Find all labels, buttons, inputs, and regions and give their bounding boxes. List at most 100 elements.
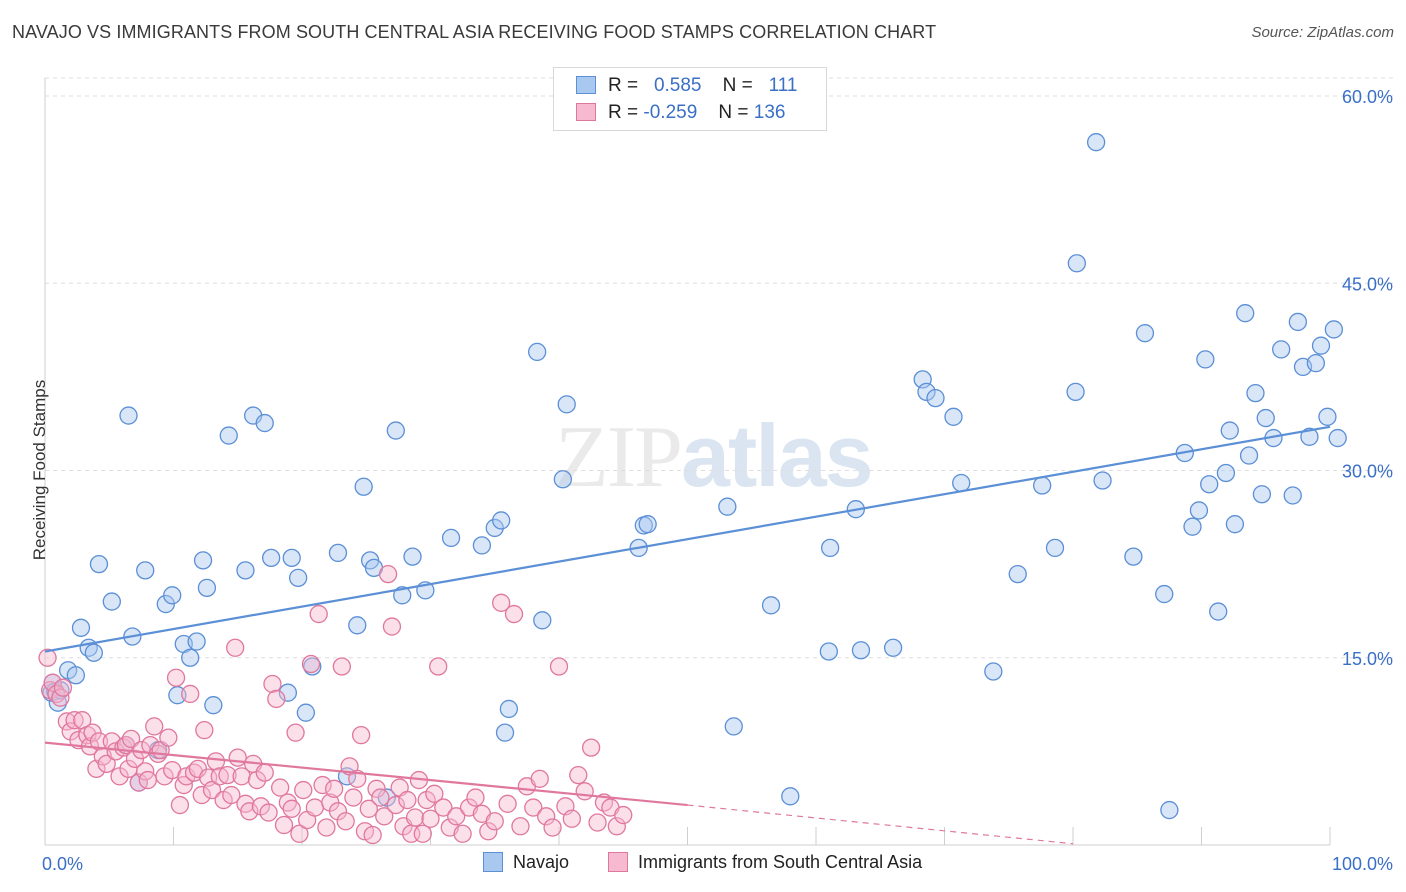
navajo-point [296, 703, 316, 722]
stats-box: R = 0.585 N = 111 R = -0.259 N = 136 [553, 67, 827, 131]
immigrants-point [43, 673, 62, 692]
navajo-point [181, 648, 200, 667]
immigrants-point [504, 604, 524, 624]
immigrants-point [367, 779, 386, 798]
immigrants-point [282, 799, 301, 818]
immigrants-point [363, 825, 382, 845]
immigrants-point [240, 802, 259, 821]
y-tick-label: 15.0% [1342, 649, 1393, 669]
navajo-point [1256, 408, 1275, 428]
immigrants-point [267, 689, 286, 709]
immigrants-point [226, 638, 245, 657]
immigrants-point [479, 822, 498, 841]
navajo-point [393, 586, 412, 605]
immigrants-point [290, 824, 309, 843]
navajo-point [1283, 486, 1302, 505]
stats-r-label: R = [608, 102, 639, 123]
stats-r-label: R = [608, 75, 639, 96]
navajo-point [1008, 564, 1027, 584]
navajo-point [1288, 312, 1308, 332]
navajo-point [1328, 428, 1347, 448]
navajo-point [820, 538, 840, 558]
immigrants-point [57, 712, 76, 731]
navajo-point [136, 561, 155, 580]
navajo-point [1246, 383, 1265, 403]
navajo-point [71, 618, 91, 637]
navajo-point [851, 641, 871, 660]
navajo-point [1124, 547, 1143, 566]
navajo-point [917, 382, 936, 402]
navajo-point [348, 616, 367, 635]
immigrants-point [309, 604, 328, 624]
navajo-point [193, 551, 213, 570]
immigrants-point [485, 812, 504, 831]
immigrants-point [274, 815, 294, 835]
immigrants-point [588, 813, 607, 832]
navajo-point [328, 543, 348, 563]
navajo-point [1086, 133, 1106, 152]
stats-row-navajo: R = 0.585 N = 111 [576, 75, 797, 101]
immigrants-point [378, 564, 398, 584]
navajo-point [236, 561, 255, 580]
navajo-point [724, 717, 743, 736]
immigrants-point [348, 769, 367, 788]
immigrants-point [351, 725, 371, 745]
immigrants-point [313, 775, 332, 795]
navajo-point [204, 696, 223, 715]
navajo-point [163, 586, 182, 605]
immigrants-point [206, 752, 226, 771]
navajo-point [1239, 446, 1259, 465]
immigrants-point [159, 728, 178, 747]
navajo-point [1066, 382, 1085, 402]
legend-item-navajo[interactable]: Navajo [483, 852, 569, 873]
stats-r-value: -0.259 [643, 102, 698, 123]
navajo-point [1183, 517, 1202, 536]
navajo-point [187, 632, 206, 651]
immigrants-point [607, 817, 626, 836]
y-tick-label: 30.0% [1342, 462, 1393, 482]
immigrants-point [89, 732, 109, 751]
navajo-point [1189, 501, 1209, 520]
navajo-point [1236, 304, 1255, 323]
navajo-point [66, 666, 85, 685]
y-axis-label-wrap: Receiving Food Stamps [18, 300, 49, 700]
immigrants-point [232, 767, 251, 786]
navajo-point [944, 407, 963, 426]
navajo-point [926, 388, 945, 408]
immigrants-point [181, 684, 200, 704]
immigrants-point [530, 769, 549, 788]
immigrants-point [218, 765, 237, 785]
immigrants-point [421, 809, 440, 828]
immigrants-point [286, 723, 305, 742]
navajo-point [1300, 427, 1319, 446]
watermark-zip: ZIP [555, 409, 683, 506]
navajo-point [492, 511, 511, 530]
immigrants-point [614, 805, 633, 825]
immigrants-point [53, 678, 73, 697]
navajo-point [1093, 471, 1112, 490]
navajo-point [102, 592, 121, 611]
legend-item-immigrants[interactable]: Immigrants from South Central Asia [608, 852, 922, 873]
immigrants-point [222, 785, 241, 805]
legend-label-immigrants: Immigrants from South Central Asia [638, 852, 923, 872]
y-axis-label: Receiving Food Stamps [30, 379, 49, 561]
immigrants-point [405, 808, 425, 827]
immigrants-point [301, 654, 321, 674]
navajo-point [495, 723, 515, 742]
navajo-point [288, 568, 308, 588]
stats-swatch-immigrants [576, 103, 596, 121]
immigrants-point [537, 807, 556, 826]
immigrants-point [562, 809, 581, 828]
immigrants-point [371, 788, 390, 807]
immigrants-point [453, 824, 472, 843]
immigrants-point [425, 784, 444, 803]
watermark-atlas: atlas [681, 406, 874, 505]
x-tick-label: 100.0% [1332, 854, 1393, 874]
navajo-point [262, 548, 281, 568]
navajo-point [1155, 584, 1174, 604]
navajo-point [119, 406, 138, 425]
immigrants-point [317, 818, 336, 837]
navajo-point [472, 536, 492, 555]
x-tick-label: 0.0% [42, 854, 83, 874]
